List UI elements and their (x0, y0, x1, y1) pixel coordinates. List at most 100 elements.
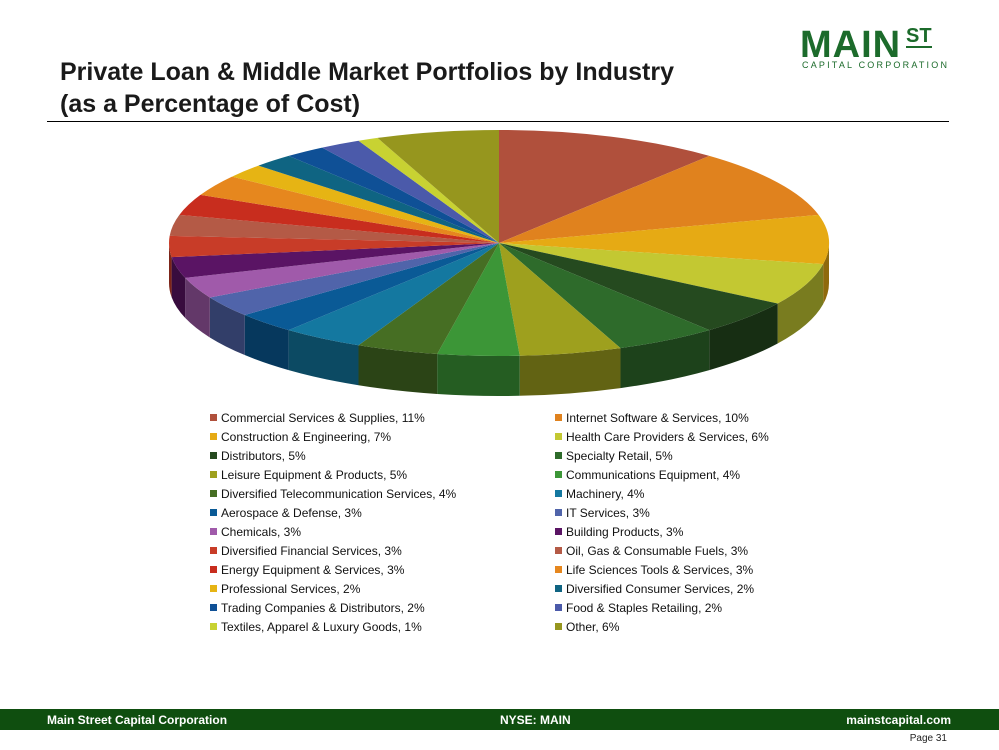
legend-label: Commercial Services & Supplies, 11% (221, 410, 425, 425)
legend-swatch (210, 566, 217, 573)
legend-label: Energy Equipment & Services, 3% (221, 562, 405, 577)
legend-swatch (555, 433, 562, 440)
legend-item: Other, 6% (555, 617, 810, 636)
footer-company: Main Street Capital Corporation (47, 713, 228, 727)
legend-swatch (555, 566, 562, 573)
legend-item: Machinery, 4% (555, 484, 810, 503)
footer-website[interactable]: mainstcapital.com (846, 713, 951, 727)
legend-label: Communications Equipment, 4% (566, 467, 741, 482)
page-number: Page 31 (909, 733, 947, 744)
pie-side-9 (288, 330, 359, 386)
legend-item: Specialty Retail, 5% (555, 446, 810, 465)
pie-slice-17 (200, 176, 499, 243)
pie-side-13 (171, 257, 186, 318)
pie-slice-15 (169, 214, 499, 243)
pie-slice-8 (358, 243, 499, 354)
pie-slice-20 (288, 147, 499, 243)
pie-slice-21 (322, 140, 499, 243)
pie-side-6 (519, 348, 621, 396)
legend-swatch (555, 452, 562, 459)
pie-side-4 (709, 303, 778, 371)
legend-swatch (555, 414, 562, 421)
pie-slice-4 (499, 243, 778, 331)
legend-swatch (210, 490, 217, 497)
pie-side-11 (209, 297, 245, 356)
legend-item: IT Services, 3% (555, 503, 810, 522)
legend-label: Professional Services, 2% (221, 581, 361, 596)
pie-slice-2 (499, 214, 829, 265)
legend-item: Professional Services, 2% (210, 579, 555, 598)
legend-swatch (210, 452, 217, 459)
legend-swatch (210, 509, 217, 516)
pie-slice-18 (232, 165, 499, 243)
pie-slice-1 (499, 155, 819, 243)
legend-item: Construction & Engineering, 7% (210, 427, 555, 446)
legend-label: Specialty Retail, 5% (566, 448, 673, 463)
legend-swatch (555, 471, 562, 478)
legend-label: IT Services, 3% (566, 505, 650, 520)
pie-sides (169, 243, 829, 396)
pie-slice-5 (499, 243, 710, 349)
pie-side-2 (823, 243, 829, 305)
pie-slice-11 (209, 243, 500, 316)
legend-label: Building Products, 3% (566, 524, 684, 539)
legend-label: Diversified Telecommunication Services, … (221, 486, 457, 501)
legend-label: Diversified Financial Services, 3% (221, 543, 402, 558)
pie-slice-12 (185, 243, 499, 298)
legend-swatch (555, 604, 562, 611)
legend-item: Internet Software & Services, 10% (555, 408, 810, 427)
logo-superscript: ST (906, 25, 932, 48)
legend-swatch (210, 585, 217, 592)
legend-label: Construction & Engineering, 7% (221, 429, 392, 444)
legend-item: Communications Equipment, 4% (555, 465, 810, 484)
pie-side-3 (777, 264, 824, 344)
legend-item: Building Products, 3% (555, 522, 810, 541)
pie-side-14 (169, 243, 172, 298)
pie-slice-13 (171, 243, 499, 278)
legend-label: Aerospace & Defense, 3% (221, 505, 362, 520)
company-logo: MAIN ST CAPITAL CORPORATION (800, 24, 947, 72)
legend-swatch (210, 433, 217, 440)
legend-swatch (210, 471, 217, 478)
legend-label: Health Care Providers & Services, 6% (566, 429, 769, 444)
pie-slice-14 (168, 235, 499, 258)
pie-slice-22 (358, 137, 499, 243)
pie-side-12 (185, 277, 210, 338)
pie-slice-6 (499, 243, 621, 356)
pie-side-8 (358, 345, 438, 394)
legend-label: Chemicals, 3% (221, 524, 302, 539)
title-divider (47, 121, 949, 122)
pie-slice-3 (499, 243, 824, 304)
legend-label: Life Sciences Tools & Services, 3% (566, 562, 754, 577)
logo-main-text: MAIN (800, 24, 902, 66)
page-title: Private Loan & Middle Market Portfolios … (60, 58, 674, 118)
legend-item: Diversified Financial Services, 3% (210, 541, 555, 560)
legend-item: Life Sciences Tools & Services, 3% (555, 560, 810, 579)
legend-label: Leisure Equipment & Products, 5% (221, 467, 408, 482)
footer-ticker: NYSE: MAIN (500, 713, 571, 727)
legend-label: Other, 6% (566, 619, 620, 634)
legend-label: Trading Companies & Distributors, 2% (221, 600, 425, 615)
legend-item: Chemicals, 3% (210, 522, 555, 541)
legend-swatch (210, 414, 217, 421)
legend-swatch (555, 509, 562, 516)
legend-swatch (210, 623, 217, 630)
pie-top (168, 130, 829, 356)
pie-side-10 (244, 315, 289, 371)
pie-side-5 (620, 330, 710, 389)
legend-item: Aerospace & Defense, 3% (210, 503, 555, 522)
legend-label: Distributors, 5% (221, 448, 306, 463)
legend-swatch (210, 547, 217, 554)
pie-slice-16 (179, 194, 499, 243)
legend-swatch (210, 604, 217, 611)
legend-label: Machinery, 4% (566, 486, 645, 501)
legend-item: Distributors, 5% (210, 446, 555, 465)
footer-bar: Main Street Capital Corporation NYSE: MA… (0, 709, 999, 730)
logo-subtitle: CAPITAL CORPORATION (802, 60, 950, 70)
legend-label: Diversified Consumer Services, 2% (566, 581, 755, 596)
legend-item: Commercial Services & Supplies, 11% (210, 408, 555, 427)
pie-slice-9 (288, 243, 499, 346)
legend-item: Energy Equipment & Services, 3% (210, 560, 555, 579)
legend-label: Textiles, Apparel & Luxury Goods, 1% (221, 619, 422, 634)
